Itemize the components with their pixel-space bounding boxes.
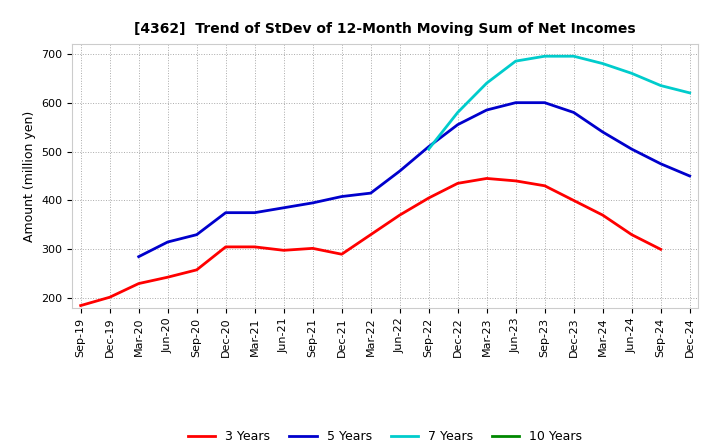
Title: [4362]  Trend of StDev of 12-Month Moving Sum of Net Incomes: [4362] Trend of StDev of 12-Month Moving… — [135, 22, 636, 36]
Y-axis label: Amount (million yen): Amount (million yen) — [22, 110, 35, 242]
Legend: 3 Years, 5 Years, 7 Years, 10 Years: 3 Years, 5 Years, 7 Years, 10 Years — [183, 425, 588, 440]
